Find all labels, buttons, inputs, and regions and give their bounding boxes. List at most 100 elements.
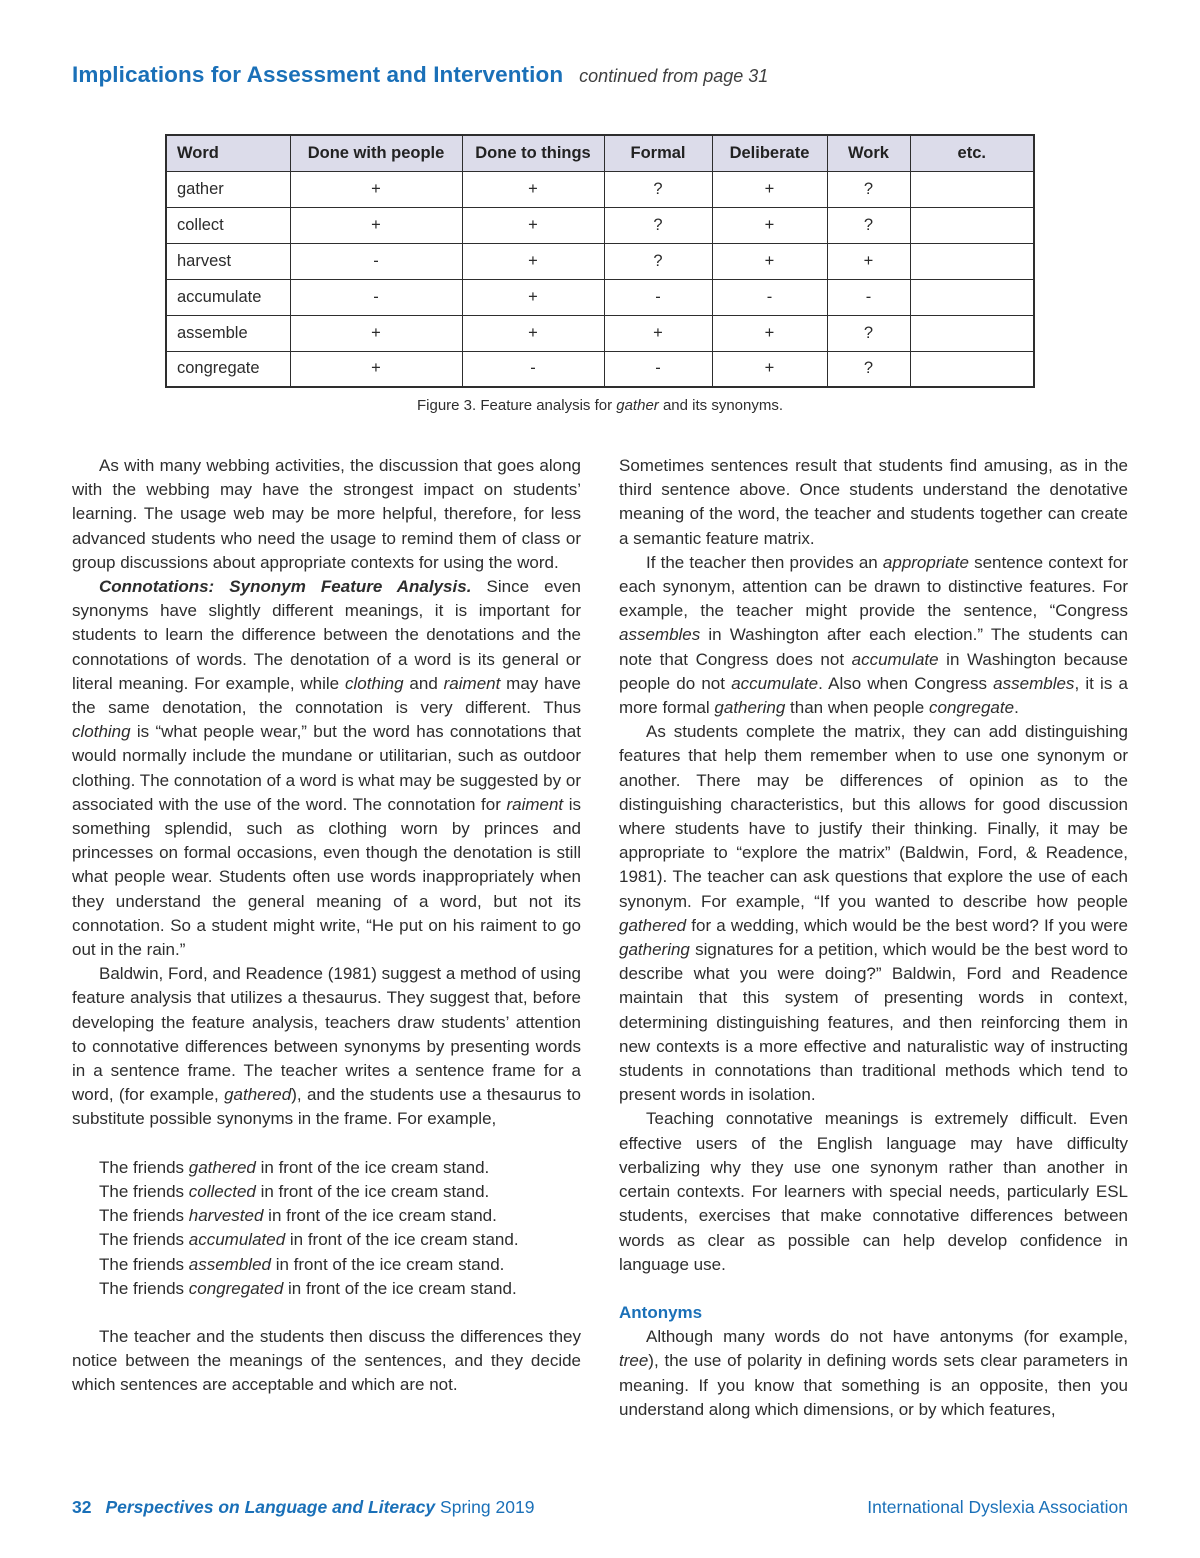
word-cell: assemble	[165, 314, 291, 352]
text-segment: assembles	[993, 673, 1075, 693]
feature-value-cell	[909, 278, 1035, 316]
body-paragraph: If the teacher then provides an appropri…	[619, 551, 1128, 720]
text-segment: congregate	[928, 698, 1015, 718]
text-segment: is something splendid, such as clothing …	[72, 794, 582, 960]
organization-name: International Dyslexia Association	[867, 1497, 1128, 1517]
feature-value-cell: +	[461, 278, 605, 316]
text-segment: congregated	[188, 1278, 284, 1298]
text-segment: sentence context for each synonym, atten…	[619, 552, 1128, 621]
text-segment: gather	[616, 397, 659, 414]
text-segment: accumulated	[188, 1230, 286, 1250]
figure-caption: Figure 3. Feature analysis for gather an…	[72, 397, 1128, 414]
body-paragraph: As with many webbing activities, the dis…	[72, 454, 581, 575]
word-cell: collect	[165, 206, 291, 244]
feature-value-cell: +	[711, 314, 828, 352]
text-segment: for a wedding, which would be the best w…	[686, 915, 1128, 935]
feature-value-cell: +	[289, 170, 463, 208]
feature-value-cell: +	[461, 242, 605, 280]
feature-value-cell: -	[461, 350, 605, 388]
text-segment: harvested	[188, 1206, 264, 1226]
table-header-row: Word Done with people Done to things Formal…	[165, 134, 1035, 172]
text-segment: signatures for a petition, which would b…	[619, 940, 1128, 1105]
text-segment: in front of the ice cream stand.	[283, 1278, 517, 1298]
table-row-gather: gather + +? +?	[165, 170, 1035, 208]
feature-value-cell: ?	[603, 206, 713, 244]
feature-value-cell: -	[711, 278, 828, 316]
table-row-harvest: harvest - +? + +	[165, 242, 1035, 280]
feature-value-cell: +	[603, 314, 713, 352]
left-column: As with many webbing activities, the dis…	[72, 454, 581, 1422]
example-sentence: The friends congregated in front of the …	[99, 1277, 581, 1301]
text-segment: The friends	[99, 1278, 189, 1298]
text-segment: As students complete the matrix, they ca…	[619, 722, 1128, 911]
feature-value-cell: +	[461, 170, 605, 208]
journal-name: Perspectives on Language and Literacy	[105, 1497, 436, 1517]
feature-value-cell	[909, 314, 1035, 352]
text-segment: Although many words do not have antonyms…	[646, 1327, 1128, 1347]
text-segment: than when people	[785, 698, 929, 718]
article-body: As with many webbing activities, the dis…	[72, 454, 1128, 1422]
feature-value-cell: +	[826, 242, 911, 280]
feature-value-cell: ?	[826, 350, 911, 388]
feature-value-cell	[909, 170, 1035, 208]
text-segment: clothing	[344, 673, 404, 693]
text-segment: gathered	[188, 1157, 256, 1177]
word-cell: harvest	[165, 242, 291, 280]
text-segment: accumulate	[851, 649, 939, 669]
text-segment: The friends	[99, 1206, 189, 1226]
text-segment: assembled	[188, 1254, 271, 1274]
text-segment: gathering	[619, 940, 690, 960]
text-segment: If the teacher then provides an	[646, 552, 883, 572]
text-segment: in front of the ice cream stand.	[255, 1181, 490, 1201]
text-segment: clothing	[72, 722, 131, 742]
feature-value-cell: ?	[603, 170, 713, 208]
text-segment: The friends	[99, 1230, 189, 1250]
page-number: 32	[72, 1497, 92, 1517]
example-sentence: The friends harvested in front of the ic…	[99, 1204, 581, 1228]
text-segment: .	[1014, 698, 1019, 718]
column-header-deliberate: Deliberate	[711, 134, 828, 172]
feature-value-cell: +	[289, 314, 463, 352]
body-paragraph: As students complete the matrix, they ca…	[619, 720, 1128, 1107]
feature-value-cell: +	[289, 350, 463, 388]
table-row-congregate: congregate + - - +?	[165, 350, 1035, 388]
section-heading-antonyms: Antonyms	[619, 1302, 703, 1322]
text-segment: in Washington because people do not	[619, 649, 1128, 693]
table-row-accumulate: accumulate - + - - -	[165, 278, 1035, 316]
feature-value-cell: -	[289, 278, 463, 316]
example-sentence: The friends collected in front of the ic…	[99, 1180, 581, 1204]
text-segment: ), and the students use a thesaurus to s…	[72, 1085, 581, 1129]
issue-season: Spring 2019	[440, 1497, 535, 1517]
text-segment: Since even synonyms have slightly differ…	[72, 577, 581, 693]
text-segment: Connotations: Synonym Feature Analysis.	[99, 577, 472, 597]
body-paragraph: Teaching connotative meanings is extreme…	[619, 1107, 1128, 1276]
text-segment: is “what people wear,” but the word has …	[72, 722, 581, 814]
feature-value-cell	[909, 242, 1035, 280]
body-paragraph: Sometimes sentences result that students…	[619, 454, 1128, 551]
text-segment: gathered	[619, 915, 687, 935]
feature-value-cell: -	[289, 242, 463, 280]
figure-3-block: Word Done with people Done to things Formal…	[72, 134, 1128, 414]
feature-value-cell: -	[603, 278, 713, 316]
text-segment: and	[403, 673, 444, 693]
text-segment: raiment	[506, 794, 564, 814]
word-cell: accumulate	[165, 278, 291, 316]
feature-value-cell: ?	[603, 242, 713, 280]
column-header-done-to-things: Done to things	[461, 134, 605, 172]
text-segment: tree	[619, 1351, 649, 1371]
text-segment: The friends	[99, 1157, 189, 1177]
table-row-assemble: assemble + + + +?	[165, 314, 1035, 352]
feature-value-cell: -	[826, 278, 911, 316]
feature-value-cell: +	[711, 350, 828, 388]
text-segment: , it is a more formal	[619, 673, 1128, 718]
feature-value-cell: +	[711, 206, 828, 244]
example-sentence: The friends gathered in front of the ice…	[99, 1156, 581, 1180]
text-segment: The friends	[99, 1254, 189, 1274]
example-sentence: The friends assembled in front of the ic…	[99, 1253, 581, 1277]
body-paragraph: Although many words do not have antonyms…	[619, 1325, 1128, 1422]
column-header-formal: Formal	[603, 134, 713, 172]
word-cell: gather	[165, 170, 291, 208]
column-header-done-with-people: Done with people	[289, 134, 463, 172]
feature-value-cell: +	[711, 170, 828, 208]
text-segment: collected	[188, 1181, 256, 1201]
